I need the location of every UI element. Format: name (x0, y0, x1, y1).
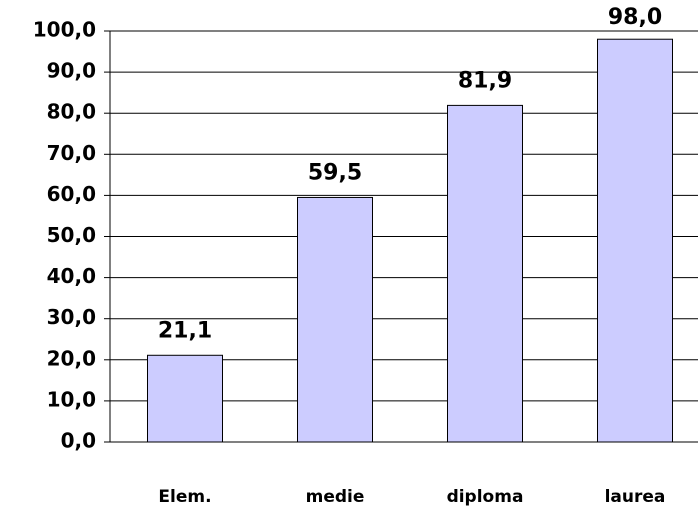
y-tick-label: 70,0 (47, 141, 96, 165)
y-tick-label: 30,0 (47, 305, 96, 329)
x-tick-label: medie (306, 487, 365, 507)
x-tick-label: Elem. (158, 487, 211, 507)
bar (597, 38, 673, 443)
y-tick-label: 20,0 (47, 346, 96, 370)
value-label: 21,1 (158, 318, 212, 343)
x-tick-label: diploma (447, 487, 524, 507)
y-tick-label: 60,0 (47, 182, 96, 206)
value-label: 59,5 (308, 160, 362, 185)
y-tick-label: 100,0 (33, 18, 96, 42)
value-label: 81,9 (458, 68, 512, 93)
bar (297, 196, 373, 443)
bar (447, 104, 523, 443)
value-label: 98,0 (608, 5, 662, 30)
y-tick-label: 90,0 (47, 59, 96, 83)
y-tick-label: 80,0 (47, 100, 96, 124)
bar (147, 354, 223, 443)
x-tick-label: laurea (605, 487, 666, 507)
y-tick-label: 10,0 (47, 387, 96, 411)
y-tick-label: 50,0 (47, 223, 96, 247)
y-tick-label: 40,0 (47, 264, 96, 288)
y-tick-label: 0,0 (61, 429, 96, 453)
